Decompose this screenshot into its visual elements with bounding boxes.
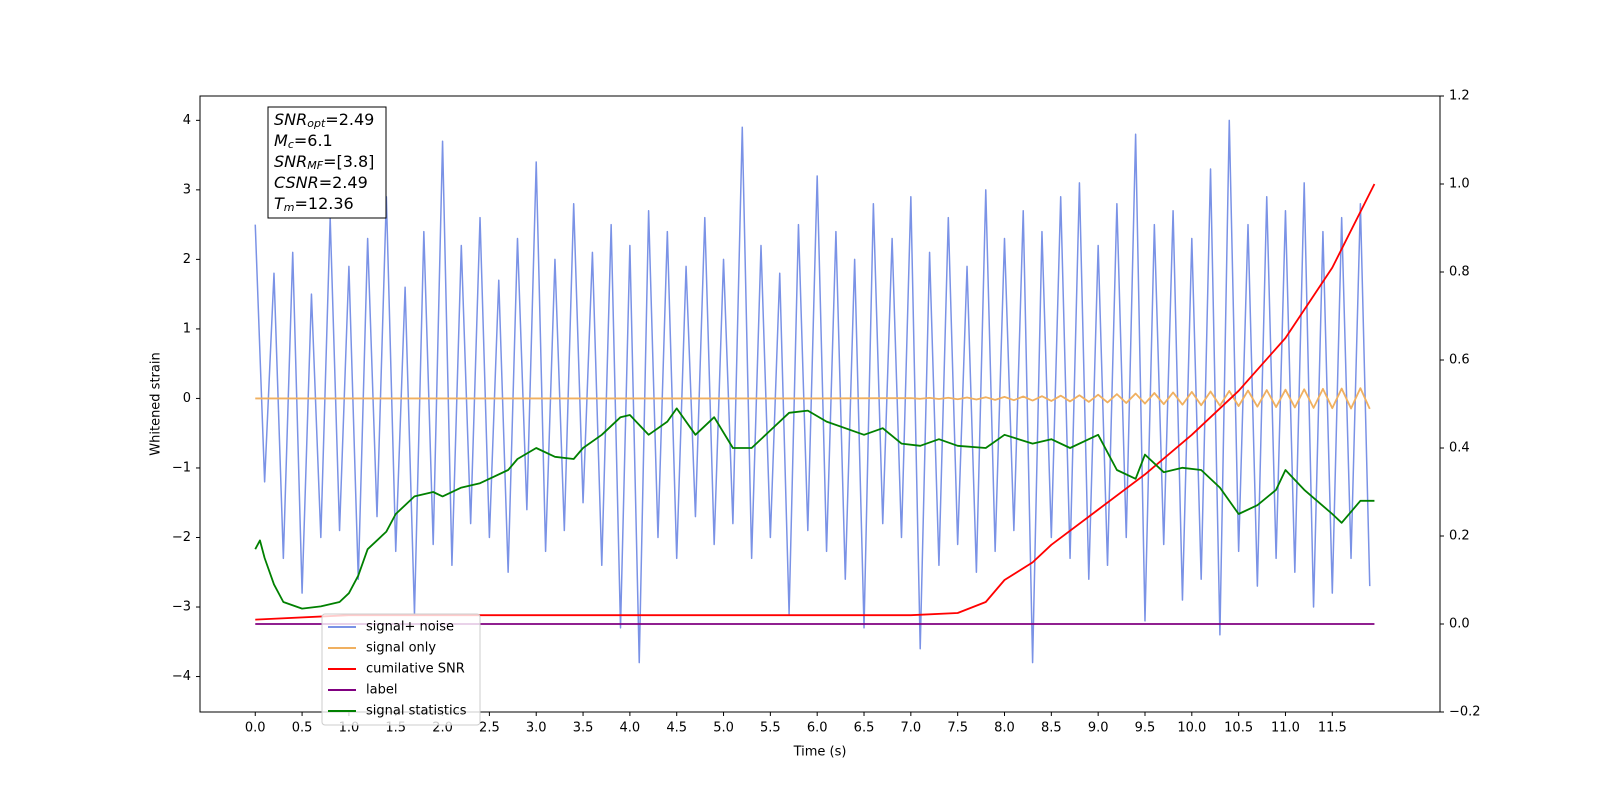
y2-tick-label: 0.0 xyxy=(1449,617,1470,632)
annotation-sub: opt xyxy=(307,117,326,130)
x-tick-label: 3.0 xyxy=(526,721,547,736)
y-tick-label: 1 xyxy=(183,321,191,336)
y-tick-label: 2 xyxy=(183,252,191,267)
x-tick-label: 4.5 xyxy=(666,721,687,736)
annotation-main: M xyxy=(274,131,288,150)
y2-tick-label: −0.2 xyxy=(1449,705,1481,720)
x-tick-label: 8.5 xyxy=(1041,721,1062,736)
y-tick-label: −3 xyxy=(172,600,191,615)
y2-tick-label: 0.2 xyxy=(1449,529,1470,544)
annotation-line: Tm=12.36 xyxy=(274,194,354,215)
legend-label: cumilative SNR xyxy=(366,662,465,677)
series-line xyxy=(255,183,1376,621)
x-tick-label: 7.0 xyxy=(901,721,922,736)
legend-box xyxy=(321,613,481,726)
annotation-sub: m xyxy=(284,201,295,214)
annotation-rest: =6.1 xyxy=(294,131,333,150)
y2-tick-label: 0.6 xyxy=(1449,353,1470,368)
annotation-main: T xyxy=(274,194,285,213)
annotation-rest: =2.49 xyxy=(325,110,374,129)
x-tick-label: 0.5 xyxy=(292,721,313,736)
annotation-main: CSNR xyxy=(274,173,319,192)
x-tick-label: 0.0 xyxy=(245,721,266,736)
x-tick-label: 6.0 xyxy=(807,721,828,736)
series-line xyxy=(255,387,1371,410)
x-tick-label: 4.0 xyxy=(620,721,641,736)
x-tick-label: 9.0 xyxy=(1088,721,1109,736)
y-tick-label: −4 xyxy=(172,669,191,684)
x-tick-label: 9.5 xyxy=(1135,721,1156,736)
annotation-line: CSNR=2.49 xyxy=(274,173,368,192)
legend-label: signal statistics xyxy=(366,704,467,719)
x-tick-label: 5.5 xyxy=(760,721,781,736)
annotation-rest: =2.49 xyxy=(319,173,368,192)
x-tick-label: 8.0 xyxy=(994,721,1015,736)
annotation-line: SNRopt=2.49 xyxy=(274,110,374,131)
annotation-main: SNR xyxy=(274,110,307,129)
annotation-line: Mc=6.1 xyxy=(274,131,333,152)
y-tick-label: −1 xyxy=(172,460,191,475)
x-tick-label: 11.5 xyxy=(1318,721,1347,736)
legend-label: label xyxy=(366,683,397,698)
y2-tick-label: 0.4 xyxy=(1449,441,1470,456)
x-tick-label: 7.5 xyxy=(947,721,968,736)
y-axis-label: Whitened strain xyxy=(149,352,164,455)
annotation-main: SNR xyxy=(274,152,307,171)
x-axis-label: Time (s) xyxy=(793,745,847,760)
annotation-rest: =[3.8] xyxy=(323,152,374,171)
annotation-sub: MF xyxy=(307,159,323,172)
x-tick-label: 10.0 xyxy=(1177,721,1206,736)
y2-tick-label: 1.2 xyxy=(1449,89,1470,104)
x-tick-label: 2.5 xyxy=(479,721,500,736)
x-tick-label: 11.0 xyxy=(1271,721,1300,736)
y-tick-label: 0 xyxy=(183,391,191,406)
series-line xyxy=(254,119,1371,664)
y2-tick-label: 1.0 xyxy=(1449,177,1470,192)
annotation-rest: =12.36 xyxy=(295,194,354,213)
axes-frame xyxy=(199,95,1441,713)
legend-label: signal only xyxy=(366,641,436,656)
legend-label: signal+ noise xyxy=(366,620,454,635)
y-tick-label: −2 xyxy=(172,530,191,545)
annotation-line: SNRMF=[3.8] xyxy=(274,152,374,173)
x-tick-label: 3.5 xyxy=(573,721,594,736)
x-tick-label: 6.5 xyxy=(854,721,875,736)
annotation-box xyxy=(267,106,387,219)
x-tick-label: 10.5 xyxy=(1224,721,1253,736)
annotation-sub: c xyxy=(288,138,294,151)
x-tick-label: 5.0 xyxy=(713,721,734,736)
y-tick-label: 4 xyxy=(183,113,191,128)
y-tick-label: 3 xyxy=(183,182,191,197)
series-line xyxy=(254,407,1375,610)
y2-tick-label: 0.8 xyxy=(1449,265,1470,280)
